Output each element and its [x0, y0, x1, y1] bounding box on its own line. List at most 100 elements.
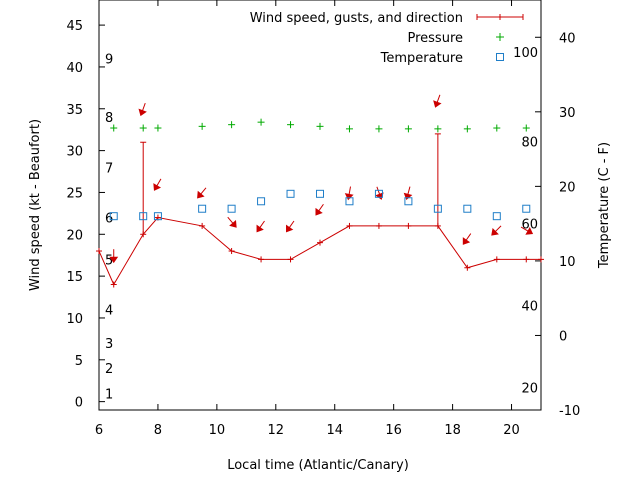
y-tick-labels: 0 5 10 15 20 25 30 35 40 45: [66, 19, 83, 411]
arrow-head: [315, 207, 323, 216]
wind-speed-point: [199, 222, 206, 229]
temperature-point: [227, 204, 236, 213]
wind-speed-line: [98, 217, 541, 286]
wind-direction-arrow: [462, 233, 472, 245]
wind-speed-point: [110, 281, 117, 288]
arrow-head: [197, 190, 205, 199]
arrow-head: [138, 108, 147, 117]
axis-ticks: [98, 0, 541, 411]
y2-tick-label: 20: [559, 180, 576, 195]
gust-bar: [434, 133, 441, 226]
fahrenheit-label: 100: [513, 46, 538, 61]
pressure-point: [287, 121, 295, 129]
temperature-point: [153, 212, 162, 221]
arrow-head: [491, 228, 499, 236]
y2-tick-label: 30: [559, 106, 576, 121]
temperature-point: [404, 197, 413, 206]
temperature-point: [463, 204, 472, 213]
beaufort-label: 2: [105, 362, 113, 377]
beaufort-label: 7: [105, 161, 113, 176]
beaufort-label: 5: [105, 253, 113, 268]
wind-direction-arrow: [520, 226, 534, 235]
temperature-point: [198, 204, 207, 213]
beaufort-label: 3: [105, 337, 113, 352]
arrow-head: [256, 224, 264, 233]
y-tick-label: 40: [66, 61, 83, 76]
fahrenheit-label: 60: [521, 218, 538, 233]
pressure-point: [493, 124, 501, 132]
x-tick-label: 14: [326, 423, 343, 438]
wind-direction-arrow: [286, 220, 295, 233]
pressure-point: [198, 122, 206, 130]
legend-temperature-marker: [496, 53, 504, 61]
arrow-head: [433, 100, 442, 108]
temperature-point: [433, 204, 442, 213]
y2-tick-label: 10: [559, 255, 576, 270]
temperature-point: [492, 212, 501, 221]
x-tick-label: 10: [209, 423, 226, 438]
y-tick-label: 10: [66, 312, 83, 327]
fahrenheit-label: 80: [521, 136, 538, 151]
x-tick-label: 12: [268, 423, 285, 438]
arrow-head: [286, 224, 294, 233]
wind-speed-point: [538, 256, 544, 263]
fahrenheit-scale-labels: 20 40 60 80 100: [513, 46, 538, 396]
wind-speed-point: [258, 256, 265, 263]
pressure-point: [316, 122, 324, 130]
x-tick-label: 8: [154, 423, 162, 438]
legend-label: Temperature: [380, 51, 463, 66]
y-tick-label: 30: [66, 145, 83, 160]
y2-tick-label: 40: [559, 31, 576, 46]
x-tick-labels: 6 8 10 12 14 16 18 20: [95, 423, 520, 438]
wind-direction-arrow: [138, 102, 147, 117]
y2-tick-label: 0: [559, 329, 567, 344]
wind-direction-arrow: [227, 216, 237, 228]
plot-area: [98, 0, 542, 411]
pressure-point: [139, 124, 147, 132]
y-tick-label: 15: [66, 270, 83, 285]
wind-direction-arrow: [153, 178, 162, 191]
wind-speed-point: [375, 222, 382, 229]
arrow-head: [525, 226, 534, 235]
x-axis-label: Local time (Atlantic/Canary): [227, 458, 409, 473]
wind-direction-arrow: [197, 187, 207, 199]
beaufort-label: 8: [105, 111, 113, 126]
beaufort-label: 4: [105, 304, 113, 319]
x-tick-label: 6: [95, 423, 103, 438]
y2-axis-label: Temperature (C - F): [597, 142, 612, 269]
temperature-point: [257, 197, 266, 206]
wind-direction-arrow: [109, 249, 119, 264]
y-tick-label: 45: [66, 19, 83, 34]
pressure-point: [228, 121, 236, 129]
pressure-point: [434, 125, 442, 133]
arrow-head: [153, 183, 162, 191]
temperature-point: [374, 189, 383, 198]
beaufort-label: 9: [105, 53, 113, 68]
wind-speed-point: [96, 248, 102, 255]
wind-direction-arrow: [344, 186, 354, 201]
pressure-point: [257, 118, 265, 126]
y2-tick-label: -10: [559, 404, 580, 419]
pressure-point: [404, 125, 412, 133]
wind-speed-point: [287, 256, 294, 263]
x-tick-label: 16: [385, 423, 402, 438]
series-layer: [96, 94, 544, 288]
y-tick-label: 35: [66, 103, 83, 118]
arrow-head: [344, 193, 354, 201]
gust-bar: [140, 141, 147, 235]
wind-direction-arrow: [256, 220, 265, 233]
temperature-point: [345, 197, 354, 206]
wind-speed-point: [464, 264, 471, 271]
beaufort-label: 1: [105, 387, 113, 402]
y-tick-label: 0: [75, 396, 83, 411]
pressure-point: [463, 125, 471, 133]
wind-speed-point: [405, 222, 412, 229]
pressure-point: [375, 125, 383, 133]
y-tick-label: 5: [75, 354, 83, 369]
x-tick-label: 18: [444, 423, 461, 438]
wind-speed-point: [493, 256, 500, 263]
fahrenheit-label: 40: [521, 300, 538, 315]
y2-tick-labels: -10 0 10 20 30 40: [559, 31, 580, 419]
wind-speed-point: [228, 248, 235, 255]
